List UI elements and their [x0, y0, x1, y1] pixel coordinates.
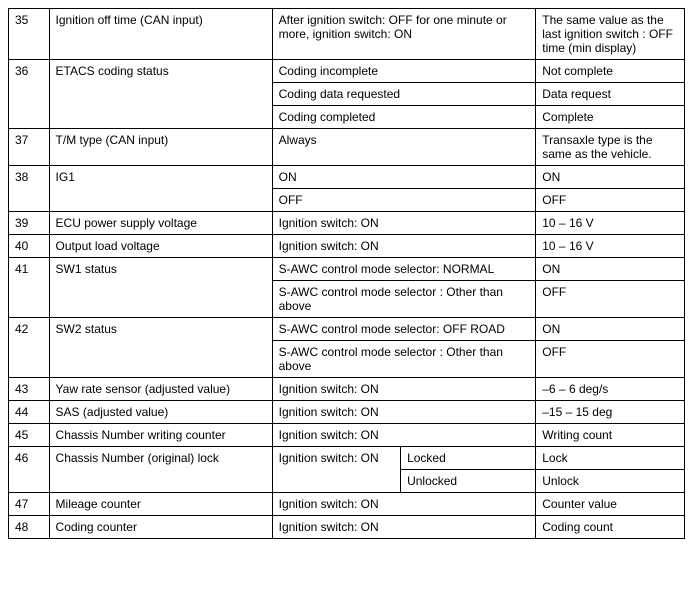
condition: Ignition switch: ON	[272, 424, 536, 447]
row-number: 43	[9, 378, 50, 401]
value: The same value as the last ignition swit…	[536, 9, 685, 60]
sub-condition: Unlocked	[401, 470, 536, 493]
condition: Coding data requested	[272, 83, 536, 106]
condition: S-AWC control mode selector: NORMAL	[272, 258, 536, 281]
value: ON	[536, 258, 685, 281]
item-name: IG1	[49, 166, 272, 212]
table-row: 46 Chassis Number (original) lock Igniti…	[9, 447, 685, 470]
item-name: ECU power supply voltage	[49, 212, 272, 235]
value: Data request	[536, 83, 685, 106]
item-name: Ignition off time (CAN input)	[49, 9, 272, 60]
condition: S-AWC control mode selector: OFF ROAD	[272, 318, 536, 341]
condition: OFF	[272, 189, 536, 212]
value: Unlock	[536, 470, 685, 493]
table-row: 41 SW1 status S-AWC control mode selecto…	[9, 258, 685, 281]
table-row: 47 Mileage counter Ignition switch: ON C…	[9, 493, 685, 516]
value: –6 – 6 deg/s	[536, 378, 685, 401]
value: ON	[536, 166, 685, 189]
item-name: Coding counter	[49, 516, 272, 539]
table-row: 39 ECU power supply voltage Ignition swi…	[9, 212, 685, 235]
value: ON	[536, 318, 685, 341]
row-number: 42	[9, 318, 50, 378]
condition: Coding incomplete	[272, 60, 536, 83]
table-row: 35 Ignition off time (CAN input) After i…	[9, 9, 685, 60]
item-name: Yaw rate sensor (adjusted value)	[49, 378, 272, 401]
condition: Always	[272, 129, 536, 166]
condition: Ignition switch: ON	[272, 493, 536, 516]
row-number: 44	[9, 401, 50, 424]
sub-condition: Locked	[401, 447, 536, 470]
value: 10 – 16 V	[536, 212, 685, 235]
condition: S-AWC control mode selector : Other than…	[272, 281, 536, 318]
row-number: 48	[9, 516, 50, 539]
item-name: SAS (adjusted value)	[49, 401, 272, 424]
value: Not complete	[536, 60, 685, 83]
table-row: 36 ETACS coding status Coding incomplete…	[9, 60, 685, 83]
row-number: 45	[9, 424, 50, 447]
condition: Ignition switch: ON	[272, 235, 536, 258]
value: Coding count	[536, 516, 685, 539]
value: OFF	[536, 281, 685, 318]
value: OFF	[536, 341, 685, 378]
condition: Ignition switch: ON	[272, 447, 400, 493]
condition: Ignition switch: ON	[272, 378, 536, 401]
item-name: Chassis Number writing counter	[49, 424, 272, 447]
table-row: 37 T/M type (CAN input) Always Transaxle…	[9, 129, 685, 166]
row-number: 38	[9, 166, 50, 212]
row-number: 35	[9, 9, 50, 60]
condition: ON	[272, 166, 536, 189]
value: Counter value	[536, 493, 685, 516]
condition: Ignition switch: ON	[272, 212, 536, 235]
item-name: Mileage counter	[49, 493, 272, 516]
condition: Ignition switch: ON	[272, 401, 536, 424]
item-name: Output load voltage	[49, 235, 272, 258]
value: OFF	[536, 189, 685, 212]
row-number: 40	[9, 235, 50, 258]
condition: Ignition switch: ON	[272, 516, 536, 539]
table-row: 44 SAS (adjusted value) Ignition switch:…	[9, 401, 685, 424]
table-row: 42 SW2 status S-AWC control mode selecto…	[9, 318, 685, 341]
row-number: 46	[9, 447, 50, 493]
row-number: 37	[9, 129, 50, 166]
row-number: 39	[9, 212, 50, 235]
table-row: 43 Yaw rate sensor (adjusted value) Igni…	[9, 378, 685, 401]
row-number: 41	[9, 258, 50, 318]
value: Lock	[536, 447, 685, 470]
row-number: 36	[9, 60, 50, 129]
table-row: 38 IG1 ON ON	[9, 166, 685, 189]
item-name: T/M type (CAN input)	[49, 129, 272, 166]
table-row: 48 Coding counter Ignition switch: ON Co…	[9, 516, 685, 539]
item-name: Chassis Number (original) lock	[49, 447, 272, 493]
value: –15 – 15 deg	[536, 401, 685, 424]
diagnostic-table: 35 Ignition off time (CAN input) After i…	[8, 8, 685, 539]
row-number: 47	[9, 493, 50, 516]
value: Complete	[536, 106, 685, 129]
value: 10 – 16 V	[536, 235, 685, 258]
condition: After ignition switch: OFF for one minut…	[272, 9, 536, 60]
item-name: SW1 status	[49, 258, 272, 318]
table-row: 40 Output load voltage Ignition switch: …	[9, 235, 685, 258]
value: Writing count	[536, 424, 685, 447]
item-name: SW2 status	[49, 318, 272, 378]
condition: Coding completed	[272, 106, 536, 129]
table-row: 45 Chassis Number writing counter Igniti…	[9, 424, 685, 447]
item-name: ETACS coding status	[49, 60, 272, 129]
value: Transaxle type is the same as the vehicl…	[536, 129, 685, 166]
condition: S-AWC control mode selector : Other than…	[272, 341, 536, 378]
